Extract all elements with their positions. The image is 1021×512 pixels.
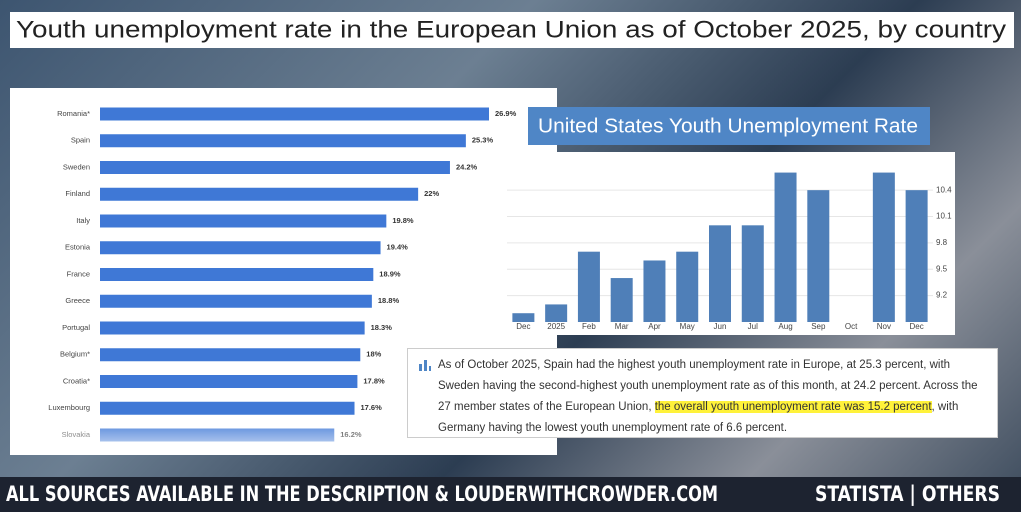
- bar: [610, 278, 633, 322]
- x-tick-label: Sep: [811, 322, 826, 331]
- value-label: 19.8%: [392, 216, 414, 225]
- bar: [905, 190, 928, 322]
- bar: [512, 313, 535, 322]
- y-tick-label: 9.8: [936, 238, 948, 247]
- bar: [100, 214, 387, 228]
- category-label: Spain: [71, 136, 90, 145]
- x-tick-label: 2025: [547, 322, 565, 331]
- description: As of October 2025, Spain had the highes…: [407, 348, 998, 438]
- bar: [100, 161, 450, 174]
- bar: [643, 260, 666, 322]
- bar: [545, 304, 568, 322]
- category-label: Finland: [65, 189, 90, 198]
- value-label: 18.3%: [371, 323, 393, 332]
- bar: [100, 241, 381, 255]
- bar: [872, 172, 895, 322]
- value-label: 26.9%: [495, 109, 517, 118]
- x-tick-label: Dec: [909, 322, 923, 331]
- bar: [100, 107, 489, 121]
- category-label: Luxembourg: [48, 403, 90, 412]
- value-label: 19.4%: [387, 243, 409, 252]
- bar: [774, 172, 797, 322]
- bar: [100, 401, 355, 415]
- footer-left: ALL SOURCES AVAILABLE IN THE DESCRIPTION…: [6, 482, 718, 506]
- category-label: Romania*: [57, 109, 90, 118]
- bar: [100, 375, 358, 388]
- x-tick-label: Jun: [714, 322, 727, 331]
- x-tick-label: Mar: [615, 322, 629, 331]
- bar: [676, 251, 699, 322]
- bar: [807, 190, 830, 322]
- value-label: 18%: [366, 350, 381, 359]
- bar: [577, 251, 600, 322]
- bar: [741, 225, 764, 322]
- us-title-box: [528, 107, 930, 145]
- x-tick-label: Jul: [748, 322, 758, 331]
- x-tick-label: Aug: [778, 322, 792, 331]
- category-label: Belgium*: [60, 350, 90, 359]
- category-label: Estonia: [65, 243, 91, 252]
- category-label: Italy: [76, 216, 90, 225]
- text: , with Germany having the lowest youth u…: [438, 401, 959, 434]
- us-chart-title: United States Youth Unemployment Rate: [538, 115, 918, 137]
- us-chart: 9.2 9.5 9.8 10.1 10.4 Dec 2025 Feb Mar Apr May Jun J…: [507, 172, 952, 331]
- bar: [100, 268, 374, 281]
- y-tick-label: 10.4: [936, 185, 952, 194]
- value-label: 25.3%: [472, 136, 494, 145]
- text: As of October 2025, Spain had the highes…: [438, 359, 978, 413]
- x-tick-label: Feb: [582, 322, 596, 331]
- category-label: Greece: [65, 296, 90, 305]
- x-tick-label: May: [680, 322, 695, 331]
- title-box: [10, 12, 1014, 48]
- bar: [100, 321, 365, 335]
- x-tick-label: Dec: [516, 322, 530, 331]
- x-tick-label: Apr: [648, 322, 661, 331]
- category-label: Sweden: [63, 162, 90, 171]
- category-label: France: [67, 269, 90, 278]
- value-label: 22%: [424, 189, 439, 198]
- x-tick-label: Nov: [877, 322, 891, 331]
- bar: [100, 134, 466, 148]
- footer-right: STATISTA | OTHERS: [815, 482, 1000, 507]
- y-tick-label: 9.2: [936, 291, 948, 300]
- bar: [100, 294, 372, 308]
- value-label: 18.8%: [378, 296, 400, 305]
- icon: [419, 360, 431, 371]
- value-label: 17.8%: [363, 376, 385, 385]
- bar: [100, 187, 419, 201]
- page-title: Youth unemployment rate in the European …: [16, 16, 1006, 43]
- bar: [100, 348, 361, 362]
- bar: [709, 225, 731, 322]
- value-label: 17.6%: [361, 403, 383, 412]
- value-label: 18.9%: [379, 269, 401, 278]
- x-tick-label: Oct: [845, 322, 858, 331]
- category-label: Portugal: [62, 323, 90, 332]
- highlight: the overall youth unemployment rate was …: [654, 401, 932, 413]
- footer-bar: [0, 477, 1021, 512]
- category-label: Croatia*: [63, 376, 90, 385]
- y-tick-label: 9.5: [936, 264, 948, 273]
- y-tick-label: 10.1: [936, 212, 952, 221]
- value-label: 24.2%: [456, 162, 478, 171]
